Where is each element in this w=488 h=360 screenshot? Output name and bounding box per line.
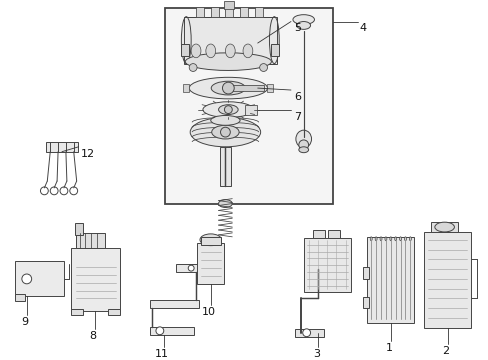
Text: 4: 4 [359,23,366,33]
Text: 2: 2 [441,346,448,356]
Circle shape [259,64,267,71]
Ellipse shape [218,200,232,207]
Bar [254,7,262,17]
Ellipse shape [225,44,235,58]
Bar [313,230,325,238]
Bar [181,44,189,56]
Bar [196,7,203,17]
Circle shape [222,82,234,94]
Bar [303,238,350,292]
Circle shape [220,127,230,137]
Circle shape [189,64,197,71]
Ellipse shape [369,237,371,241]
Ellipse shape [210,116,240,125]
Text: 7: 7 [293,112,301,122]
Bar [150,327,194,335]
Bar [176,264,215,272]
Ellipse shape [404,237,406,241]
Ellipse shape [200,234,221,246]
Bar [197,243,224,284]
Bar [15,261,64,296]
Bar [184,17,277,64]
Circle shape [60,187,68,195]
Ellipse shape [211,125,239,139]
Bar [71,309,82,315]
Bar [164,8,332,203]
Text: 8: 8 [90,331,97,341]
Bar [201,237,220,245]
Circle shape [50,187,58,195]
Bar [363,267,368,279]
Ellipse shape [379,237,381,241]
Text: 3: 3 [312,349,319,359]
Ellipse shape [211,81,245,95]
Bar [271,44,279,56]
Circle shape [70,187,78,195]
Ellipse shape [243,44,252,58]
Ellipse shape [296,22,310,30]
Ellipse shape [218,105,238,114]
Circle shape [298,140,308,150]
Ellipse shape [191,44,201,58]
Bar [423,232,470,328]
Bar [71,248,120,311]
Text: 6: 6 [293,92,300,102]
Text: 9: 9 [21,317,28,327]
Bar [219,147,231,186]
Bar [75,223,82,235]
Bar [267,84,273,92]
Bar [210,7,218,17]
Ellipse shape [399,237,401,241]
Circle shape [41,187,48,195]
Bar [226,85,263,91]
Ellipse shape [384,237,386,241]
Bar [225,7,233,17]
Bar [46,142,78,152]
Ellipse shape [185,53,271,71]
Bar [366,237,413,323]
Text: 5: 5 [293,23,300,33]
Ellipse shape [389,237,391,241]
Bar [15,294,25,301]
Ellipse shape [203,102,253,117]
Ellipse shape [295,130,311,148]
Text: 11: 11 [155,349,168,359]
Ellipse shape [190,117,260,147]
Ellipse shape [298,147,308,153]
Text: 10: 10 [202,307,215,317]
Bar [76,233,105,248]
Bar [224,1,234,9]
Ellipse shape [434,222,453,232]
Circle shape [302,329,310,337]
Ellipse shape [394,237,396,241]
Circle shape [156,327,163,335]
Ellipse shape [205,44,215,58]
Bar [294,329,324,337]
Bar [363,297,368,308]
Bar [327,230,339,238]
Bar [183,84,189,92]
Circle shape [224,106,232,113]
Ellipse shape [189,77,267,99]
Text: 1: 1 [385,342,391,352]
Ellipse shape [269,17,279,64]
Bar [150,301,199,308]
Ellipse shape [181,17,191,64]
Circle shape [22,274,32,284]
Circle shape [188,265,194,271]
Ellipse shape [292,15,314,24]
Ellipse shape [408,237,410,241]
Bar [186,17,274,64]
Text: 12: 12 [81,149,95,159]
Bar [244,105,256,114]
Ellipse shape [374,237,376,241]
Bar [430,222,457,232]
Bar [108,309,120,315]
Bar [240,7,247,17]
